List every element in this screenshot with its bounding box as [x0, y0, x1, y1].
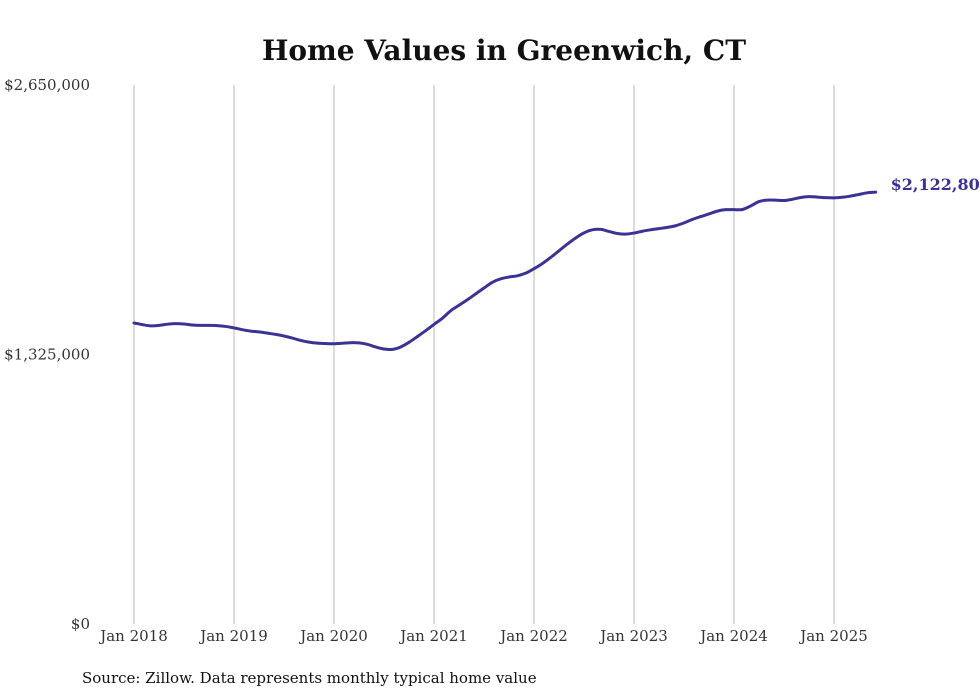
- home-value-line: [132, 190, 878, 352]
- x-tick-label: Jan 2025: [798, 627, 868, 645]
- y-tick-label: $0: [71, 615, 90, 633]
- x-tick-label: Jan 2023: [598, 627, 668, 645]
- end-value-label: $2,122,808: [891, 175, 980, 194]
- y-tick-label: $2,650,000: [4, 76, 90, 94]
- y-tick-label: $1,325,000: [4, 346, 90, 364]
- source-note: Source: Zillow. Data represents monthly …: [82, 669, 537, 687]
- x-tick-label: Jan 2018: [98, 627, 168, 645]
- x-tick-label: Jan 2022: [498, 627, 568, 645]
- chart-title: Home Values in Greenwich, CT: [262, 34, 746, 67]
- grid-layer: [133, 85, 835, 624]
- y-axis-ticks: $2,650,000 $1,325,000 $0: [4, 76, 90, 633]
- x-tick-label: Jan 2019: [198, 627, 268, 645]
- x-tick-label: Jan 2021: [398, 627, 468, 645]
- series-layer: $2,122,808: [132, 175, 980, 352]
- x-axis-ticks: Jan 2018 Jan 2019 Jan 2020 Jan 2021 Jan 2022…: [98, 627, 868, 645]
- x-tick-label: Jan 2020: [298, 627, 368, 645]
- x-tick-label: Jan 2024: [698, 627, 768, 645]
